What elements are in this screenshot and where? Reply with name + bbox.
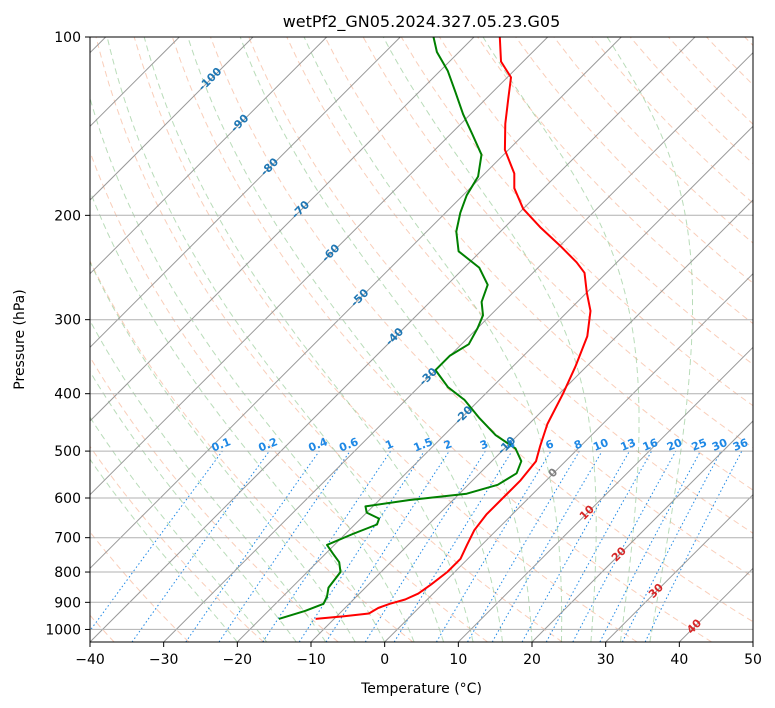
mixing-ratio-line [545,450,653,642]
dry-adiabat-line [90,445,264,642]
isotherm-line [90,37,254,201]
mixing-ratio-label: 3 [478,437,490,452]
moist-adiabat-line [482,37,640,642]
dry-adiabat-line [90,356,339,642]
mixing-ratio-label: 16 [641,436,660,454]
moist-adiabat-line [382,37,597,642]
y-tick-label: 100 [54,30,81,46]
y-tick-label: 200 [54,208,81,224]
moist-adiabat-line [106,37,445,642]
temperature-profile-line [315,37,592,620]
y-tick-label: 700 [54,531,81,547]
mixing-ratio-label: 2 [442,437,454,452]
mixing-ratio-line [218,450,351,642]
isotherm-line [531,420,753,642]
isotherm-line [310,199,753,642]
mixing-ratio-label: 1 [383,437,395,452]
mixing-ratio-line [185,450,320,642]
mixing-ratio-line [393,450,513,642]
background-lines [90,37,753,642]
dry-adiabat-line [515,37,753,284]
y-tick-label: 800 [54,565,81,581]
x-axis-title: Temperature (°C) [360,681,482,697]
isotherm-line [90,37,475,422]
mixing-ratio-line [262,450,392,642]
grid-lines [90,37,753,642]
data-series [278,37,592,620]
moist-adiabat-line [143,37,474,642]
moist-adiabat-line [90,189,386,642]
isotherm-line [90,37,622,570]
y-tick-label: 300 [54,313,81,329]
isotherm-line [163,51,753,642]
dry-adiabat-line [324,37,753,491]
moist-adiabat-line [90,260,356,642]
plot-frame [89,36,754,643]
moist-adiabat-line [606,37,693,642]
isotherm-line [90,37,328,275]
x-tick-label: 10 [449,652,467,668]
isotherm-line [90,37,549,496]
mixing-ratio-line [521,450,630,642]
x-tick-label: −10 [296,652,326,668]
mixing-ratio-label: 8 [572,437,584,452]
x-tick-label: 50 [744,652,762,668]
mixing-ratio-line [572,450,677,642]
mixing-ratio-line [131,450,270,642]
x-tick-label: 30 [597,652,615,668]
x-tick-label: 40 [670,652,688,668]
isotherm-line [457,346,753,642]
x-tick-label: 20 [523,652,541,668]
mixing-ratio-label: 10 [591,436,610,454]
mixing-ratio-line [325,450,450,642]
dry-adiabat-line [286,37,753,534]
moist-adiabat-line [90,416,268,642]
dry-adiabat-line [248,37,753,578]
mixing-ratio-line [90,450,223,632]
mixing-ratio-line [298,450,425,642]
y-tick-label: 500 [54,444,81,460]
x-tick-label: −20 [223,652,253,668]
x-tick-label: −40 [75,652,105,668]
isotherm-line [90,37,696,642]
y-tick-label: 1000 [45,622,81,638]
mixing-ratio-line [644,450,743,642]
y-tick-label: 900 [54,595,81,611]
dry-adiabat-line [171,37,712,642]
mixing-ratio-label: 20 [665,436,684,454]
mixing-ratio-label: 36 [731,436,750,454]
dry-adiabat-line [90,259,414,642]
moist-adiabat-line [90,458,238,642]
isotherm-line [384,272,753,642]
dewpoint-profile-line [278,37,523,620]
isotherm-line [90,37,401,349]
mixing-ratio-label: 30 [710,436,729,454]
chart-title: wetPf2_GN05.2024.327.05.23.G05 [283,12,561,32]
x-tick-label: −30 [149,652,179,668]
y-tick-label: 600 [54,491,81,507]
moist-adiabat-line [90,370,297,642]
axes: −40 −30 −20 −10 0 10 20 30 40 50 1000 900 800 700 600 5… [45,30,762,668]
mixing-ratio-label: 25 [690,436,709,454]
x-tick-label: 0 [380,652,389,668]
dry-adiabat-line [133,37,638,642]
mixing-ratio-label: 13 [619,436,638,454]
isotherm-line [605,493,753,642]
y-tick-label: 400 [54,387,81,403]
dry-adiabat-line [210,37,753,623]
dry-adiabat-line [95,37,563,642]
y-axis-title: Pressure (hPa) [12,289,28,389]
moist-adiabat-line [187,37,503,642]
moist-adiabat-line [239,37,533,642]
moist-adiabat-line [303,37,563,642]
moist-adiabat-line [90,319,327,642]
